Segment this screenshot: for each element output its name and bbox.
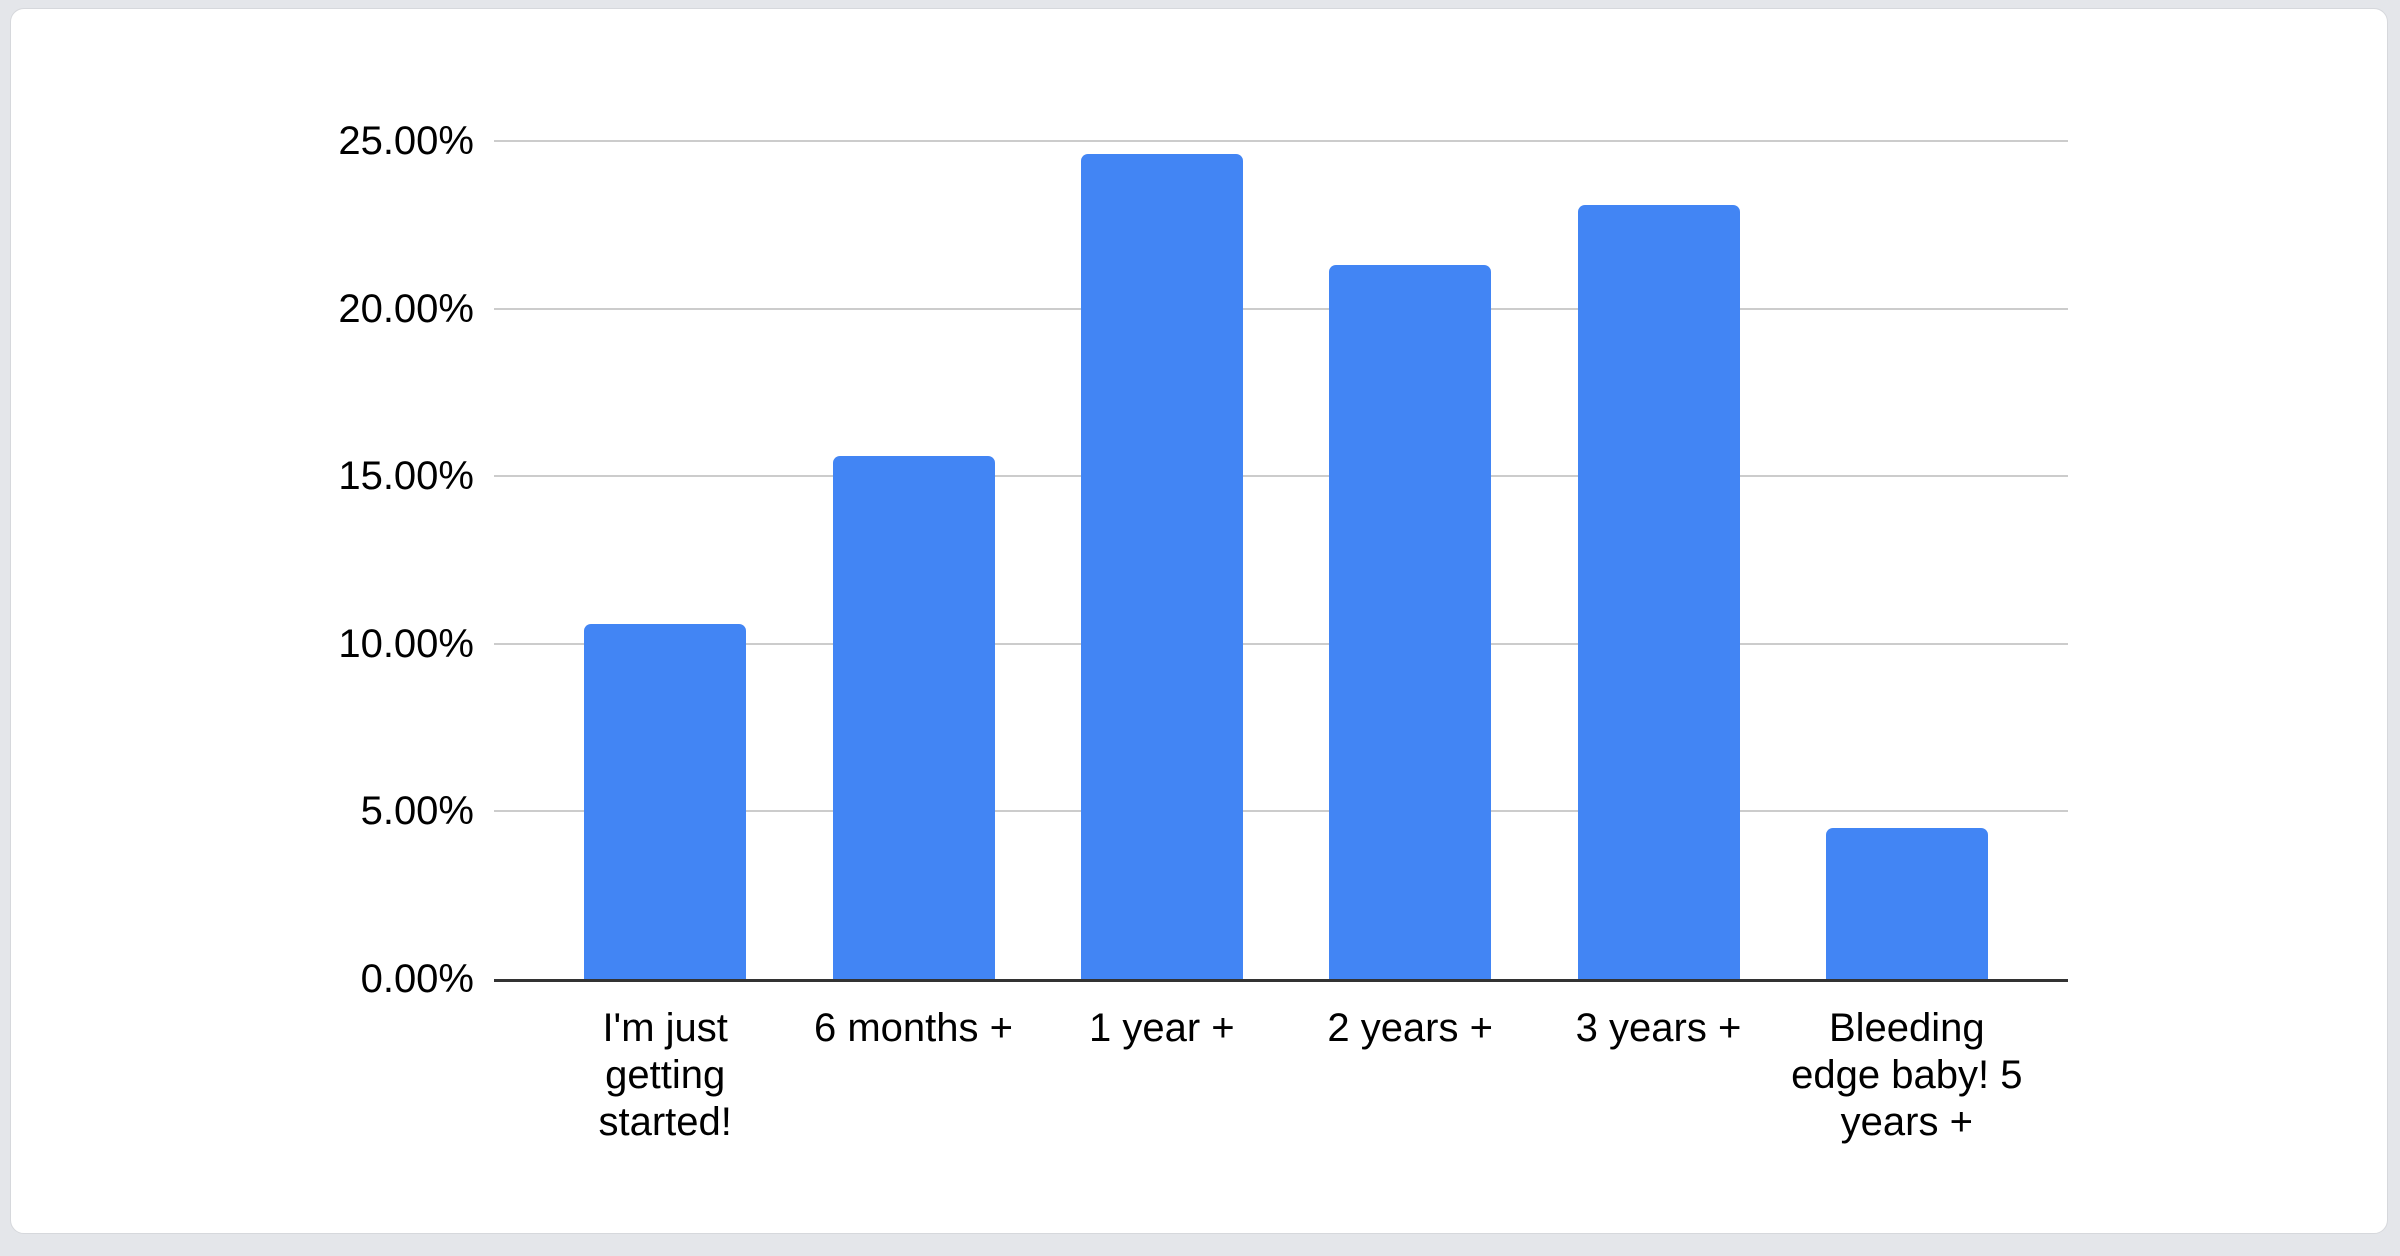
y-axis-tick-label: 5.00%	[360, 789, 474, 834]
bar	[584, 623, 747, 979]
chart-card: 0.00% 5.00% 10.00% 15.00% 20.00% 25.00% I'm j…	[10, 8, 2388, 1234]
y-axis-tick-label: 15.00%	[338, 454, 474, 499]
x-axis-category-label: 3 years +	[1575, 1006, 1742, 1050]
bar	[1577, 204, 1740, 979]
x-axis-category-label: 6 months +	[813, 1006, 1013, 1050]
x-axis-category-label: 1 year +	[1089, 1006, 1235, 1050]
gridline	[494, 475, 2068, 478]
y-axis-tick-label: 0.00%	[360, 957, 474, 1001]
x-axis-category-label: 2 years +	[1327, 1006, 1493, 1050]
bar	[1825, 828, 1988, 979]
bar	[832, 456, 995, 979]
gridline	[494, 810, 2068, 813]
bar	[1329, 265, 1492, 979]
bar-chart: 0.00% 5.00% 10.00% 15.00% 20.00% 25.00% I'm j…	[11, 9, 2387, 1233]
y-axis-tick-label: 20.00%	[338, 286, 474, 331]
gridline	[494, 140, 2068, 142]
gridline	[494, 307, 2068, 310]
bar	[1080, 154, 1243, 979]
gridline	[494, 642, 2068, 645]
y-axis-tick-label: 10.00%	[338, 621, 474, 666]
y-axis-tick-label: 25.00%	[338, 119, 474, 163]
x-axis-baseline	[494, 979, 2068, 982]
x-axis-category-label: Bleeding edge baby! 5 years +	[1791, 1006, 2023, 1144]
x-axis-category-label: I'm just getting started!	[598, 1006, 732, 1144]
